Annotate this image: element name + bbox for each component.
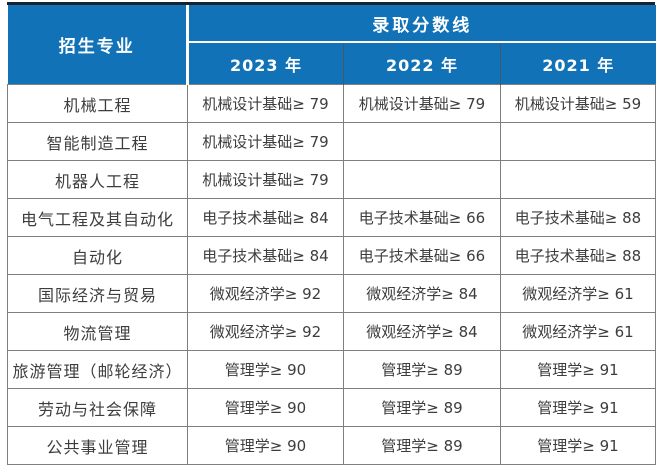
major-cell: 公共事业管理: [7, 426, 188, 465]
major-cell: 劳动与社会保障: [7, 388, 188, 427]
score-cell: 电子技术基础≥ 88: [499, 236, 657, 275]
table-body: 机械工程 机械设计基础≥ 79 机械设计基础≥ 79 机械设计基础≥ 59 智能…: [7, 84, 657, 465]
score-cell: 管理学≥ 89: [343, 350, 501, 389]
score-cell: 管理学≥ 90: [187, 388, 344, 427]
major-column-header: 招生专业: [7, 5, 189, 85]
score-cell: 电子技术基础≥ 66: [343, 236, 501, 275]
header-row-years: 2023 年 2022 年 2021 年: [8, 42, 656, 85]
major-cell: 物流管理: [7, 312, 188, 351]
header-row-top: 招生专业 录取分数线: [7, 5, 656, 85]
admission-scores-table: 招生专业 录取分数线 2023 年 2022 年 2021 年 机械工程 机械设…: [7, 5, 657, 465]
table-row: 劳动与社会保障 管理学≥ 90 管理学≥ 89 管理学≥ 91: [7, 388, 657, 427]
score-cell: 电子技术基础≥ 84: [187, 236, 344, 275]
score-cell: [499, 160, 657, 199]
table-row: 自动化 电子技术基础≥ 84 电子技术基础≥ 66 电子技术基础≥ 88: [7, 236, 657, 275]
score-cell: [343, 160, 501, 199]
score-cell: 管理学≥ 90: [187, 350, 344, 389]
score-cell: 电子技术基础≥ 88: [499, 198, 657, 237]
major-cell: 机器人工程: [7, 160, 188, 199]
table-header: 招生专业 录取分数线 2023 年 2022 年 2021 年: [7, 5, 656, 85]
score-cell: 管理学≥ 91: [499, 350, 657, 389]
score-cell: 微观经济学≥ 84: [343, 274, 501, 313]
score-cell: 机械设计基础≥ 79: [343, 84, 501, 123]
score-cell: 电子技术基础≥ 66: [343, 198, 501, 237]
table-row: 电气工程及其自动化 电子技术基础≥ 84 电子技术基础≥ 66 电子技术基础≥ …: [7, 198, 657, 237]
score-cell: 机械设计基础≥ 79: [187, 160, 344, 199]
table-row: 机械工程 机械设计基础≥ 79 机械设计基础≥ 79 机械设计基础≥ 59: [7, 84, 657, 123]
table-row: 国际经济与贸易 微观经济学≥ 92 微观经济学≥ 84 微观经济学≥ 61: [7, 274, 657, 313]
score-cell: 管理学≥ 89: [343, 426, 501, 465]
major-cell: 机械工程: [7, 84, 188, 123]
score-cell: 微观经济学≥ 61: [499, 312, 657, 351]
score-cell: 微观经济学≥ 84: [343, 312, 501, 351]
score-cell: 微观经济学≥ 61: [499, 274, 657, 313]
score-cell: 管理学≥ 89: [343, 388, 501, 427]
score-cell: 管理学≥ 91: [499, 388, 657, 427]
table-row: 公共事业管理 管理学≥ 90 管理学≥ 89 管理学≥ 91: [7, 426, 657, 465]
score-cell: 机械设计基础≥ 59: [499, 84, 657, 123]
score-line-header: 录取分数线: [187, 5, 656, 43]
score-cell: 微观经济学≥ 92: [187, 312, 344, 351]
score-cell: 电子技术基础≥ 84: [187, 198, 344, 237]
score-cell: 管理学≥ 90: [187, 426, 344, 465]
major-cell: 自动化: [7, 236, 188, 275]
major-cell: 智能制造工程: [7, 122, 188, 161]
table-row: 智能制造工程 机械设计基础≥ 79: [7, 122, 657, 161]
major-cell: 电气工程及其自动化: [7, 198, 188, 237]
score-cell: 微观经济学≥ 92: [187, 274, 344, 313]
admission-table-wrap: 招生专业 录取分数线 2023 年 2022 年 2021 年 机械工程 机械设…: [7, 2, 657, 465]
score-cell: 管理学≥ 91: [499, 426, 657, 465]
score-cell: 机械设计基础≥ 79: [187, 84, 344, 123]
table-row: 物流管理 微观经济学≥ 92 微观经济学≥ 84 微观经济学≥ 61: [7, 312, 657, 351]
score-cell: [343, 122, 501, 161]
year-header-2023: 2023 年: [187, 42, 344, 85]
table-row: 机器人工程 机械设计基础≥ 79: [7, 160, 657, 199]
score-cell: [499, 122, 657, 161]
major-cell: 国际经济与贸易: [7, 274, 188, 313]
major-cell: 旅游管理（邮轮经济）: [7, 350, 188, 389]
table-row: 旅游管理（邮轮经济） 管理学≥ 90 管理学≥ 89 管理学≥ 91: [7, 350, 657, 389]
score-cell: 机械设计基础≥ 79: [187, 122, 344, 161]
year-header-2022: 2022 年: [343, 42, 501, 85]
year-header-2021: 2021 年: [499, 42, 656, 85]
